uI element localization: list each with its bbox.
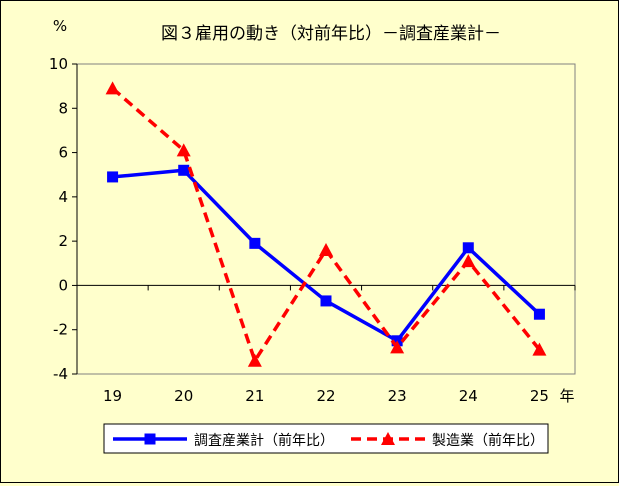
data-point: [319, 243, 333, 256]
legend-swatch-marker: [144, 433, 156, 445]
legend-swatch-marker: [381, 432, 395, 445]
x-tick-label: 25: [530, 387, 549, 405]
plot-area-border: [76, 63, 576, 375]
x-tick-label: 19: [103, 387, 122, 405]
series-2: [105, 81, 547, 367]
data-point: [533, 308, 545, 320]
series-line: [111, 87, 541, 363]
x-tick-label: 24: [459, 387, 478, 405]
y-tick-label: 2: [58, 232, 68, 250]
y-tick-label: 8: [58, 99, 68, 117]
legend-item-1: 調査産業計（前年比）: [113, 432, 334, 449]
x-tick-label: 21: [245, 387, 264, 405]
data-point: [247, 353, 262, 367]
data-point: [320, 295, 332, 307]
data-point: [176, 143, 191, 157]
legend: 調査産業計（前年比） 製造業（前年比）: [103, 423, 549, 454]
chart-title: 図３雇用の動き（対前年比）－調査産業計－: [161, 24, 501, 44]
y-tick-label: -4: [53, 365, 68, 383]
x-tick-label: 22: [316, 387, 335, 405]
y-tick-label: 10: [49, 55, 68, 73]
x-tick-label: 20: [174, 387, 193, 405]
y-tick-label: -2: [53, 321, 68, 339]
y-tick-label: 0: [58, 276, 68, 294]
legend-item-2: 製造業（前年比）: [351, 432, 544, 449]
x-tick-label: 23: [388, 387, 407, 405]
x-axis-unit-label: 年: [559, 387, 574, 405]
y-tick-label: 6: [58, 144, 68, 162]
legend-label: 製造業（前年比）: [432, 432, 544, 449]
data-point: [249, 237, 261, 249]
data-point: [105, 81, 120, 95]
data-point: [390, 340, 405, 354]
data-point: [461, 254, 476, 268]
series-layer: [105, 81, 547, 367]
data-point: [462, 242, 474, 254]
legend-label: 調査産業計（前年比）: [194, 432, 334, 449]
y-tick-label: 4: [58, 188, 68, 206]
y-axis-unit-label: %: [53, 17, 67, 35]
data-point: [178, 164, 190, 176]
data-point: [532, 342, 547, 356]
data-point: [107, 171, 119, 183]
